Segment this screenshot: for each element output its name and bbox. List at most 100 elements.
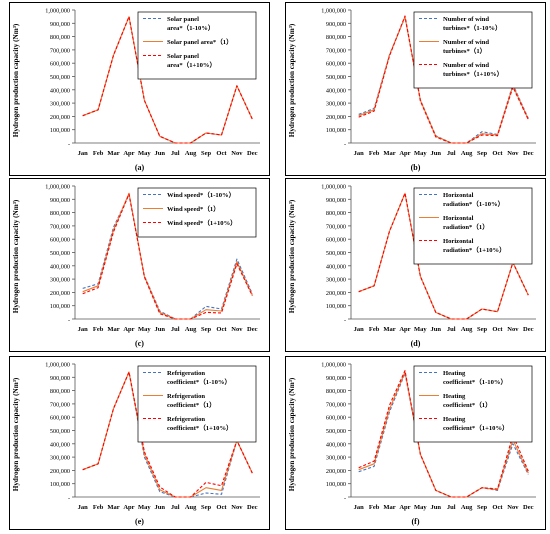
y-tick-label: 900,000: [326, 21, 346, 28]
x-tick-label: Feb: [369, 504, 380, 511]
legend: Refrigeration coefficient*（1-10%） Refriger…: [137, 365, 257, 443]
x-tick-label: Jun: [431, 504, 442, 511]
y-tick-label: 1,000,000: [321, 8, 346, 15]
legend: Wind speed*（1-10%） Wind speed*（1） Wind spe…: [137, 187, 257, 238]
x-tick-label: Jan: [78, 326, 89, 333]
y-tick-label: 100,000: [50, 303, 70, 310]
legend-label: Heating coefficient*（1）: [443, 393, 492, 409]
legend: Solar panel area*（1-10%） Solar panel area*…: [137, 11, 257, 80]
y-tick-label: 300,000: [326, 101, 346, 108]
x-tick-label: Jan: [354, 504, 365, 511]
x-tick-label: Dec: [523, 150, 534, 157]
legend-box: [413, 365, 533, 443]
y-tick-label: 700,000: [326, 401, 346, 408]
legend-box: [413, 187, 533, 265]
y-tick-label: 600,000: [326, 61, 346, 68]
panel-label: (d): [411, 339, 421, 348]
x-tick-label: Aug: [461, 150, 473, 157]
y-tick-label: 400,000: [50, 263, 70, 270]
x-tick-label: Mar: [107, 504, 119, 511]
y-tick-label: 500,000: [50, 250, 70, 257]
x-tick-label: Feb: [93, 326, 104, 333]
x-tick-label: Dec: [247, 150, 258, 157]
panel-b: - 100,000 200,000 300,000 400,000 500,000 600,…: [285, 2, 546, 176]
y-tick-label: 600,000: [326, 415, 346, 422]
y-tick-label: 200,000: [50, 468, 70, 475]
y-tick-label: 400,000: [326, 263, 346, 270]
y-tick-label: 900,000: [50, 375, 70, 382]
y-tick-label: 1,000,000: [45, 184, 70, 191]
x-tick-label: Jul: [171, 326, 180, 333]
x-tick-label: Dec: [523, 326, 534, 333]
x-tick-label: Nov: [507, 326, 519, 333]
legend-label: Horizontal radiation*（1）: [443, 215, 489, 231]
x-tick-label: Dec: [523, 504, 534, 511]
y-tick-label: -: [344, 317, 346, 324]
x-tick-label: May: [138, 326, 151, 333]
x-tick-label: Aug: [461, 504, 473, 511]
x-tick-label: Sep: [201, 326, 212, 333]
x-tick-label: Dec: [247, 504, 258, 511]
x-tick-label: Feb: [369, 326, 380, 333]
x-tick-label: Jul: [447, 504, 456, 511]
panel-d: - 100,000 200,000 300,000 400,000 500,000 600,…: [285, 178, 546, 352]
y-tick-label: 200,000: [50, 114, 70, 121]
y-tick-label: 200,000: [50, 290, 70, 297]
y-tick-label: 500,000: [50, 74, 70, 81]
x-tick-label: Feb: [93, 150, 104, 157]
x-tick-label: May: [414, 504, 427, 511]
y-axis-title: Hydrogen production capacity (Nm³): [288, 23, 296, 137]
legend: Horizontal radiation*（1-10%） Horizontal rad…: [413, 187, 533, 265]
x-tick-label: Nov: [507, 150, 519, 157]
panel-c: - 100,000 200,000 300,000 400,000 500,000 600,…: [9, 178, 270, 352]
panel-frame: [9, 356, 270, 530]
y-tick-label: 700,000: [50, 223, 70, 230]
panel-label: (c): [135, 339, 144, 348]
x-tick-label: Jan: [78, 150, 89, 157]
panel-frame: [285, 356, 546, 530]
y-tick-label: 700,000: [50, 401, 70, 408]
y-tick-label: 600,000: [50, 415, 70, 422]
y-tick-label: 800,000: [326, 210, 346, 217]
x-tick-label: Apr: [399, 326, 410, 333]
panel-label: (a): [135, 163, 145, 172]
y-tick-label: 100,000: [326, 303, 346, 310]
y-tick-label: 400,000: [50, 87, 70, 94]
legend-box: [137, 187, 257, 238]
x-tick-label: Apr: [123, 504, 134, 511]
panel-frame: [9, 2, 270, 176]
y-axis-title: Hydrogen production capacity (Nm³): [12, 23, 20, 137]
legend-label: Number of wind turbines*（1）: [443, 39, 489, 55]
panel-label: (f): [412, 517, 420, 526]
x-tick-label: Aug: [185, 504, 197, 511]
y-tick-label: 800,000: [50, 388, 70, 395]
x-tick-label: Feb: [369, 150, 380, 157]
x-tick-label: Oct: [216, 150, 227, 157]
y-tick-label: 100,000: [326, 481, 346, 488]
x-tick-label: Dec: [247, 326, 258, 333]
y-tick-label: -: [68, 495, 70, 502]
series-line-2: [358, 15, 529, 144]
y-tick-label: -: [344, 495, 346, 502]
y-tick-label: 300,000: [50, 455, 70, 462]
legend-box: [137, 11, 257, 80]
y-tick-label: 600,000: [50, 61, 70, 68]
legend-label: Heating coefficient*（1+10%）: [443, 416, 509, 432]
y-tick-label: 200,000: [326, 114, 346, 121]
y-tick-label: 600,000: [50, 237, 70, 244]
panel-label: (e): [135, 517, 144, 526]
y-tick-label: 400,000: [326, 441, 346, 448]
y-tick-label: 800,000: [50, 34, 70, 41]
x-tick-label: May: [138, 150, 151, 157]
x-tick-label: Oct: [216, 504, 227, 511]
panel-a: - 100,000 200,000 300,000 400,000 500,000 600,…: [9, 2, 270, 176]
x-tick-label: Oct: [492, 504, 503, 511]
panel-e: - 100,000 200,000 300,000 400,000 500,000 600,…: [9, 356, 270, 530]
x-tick-label: Apr: [123, 326, 134, 333]
x-tick-label: Sep: [477, 326, 488, 333]
x-tick-label: Jul: [447, 150, 456, 157]
x-tick-label: Jan: [354, 326, 365, 333]
y-axis-title: Hydrogen production capacity (Nm³): [12, 377, 20, 491]
x-tick-label: Nov: [231, 504, 243, 511]
legend-label: Refrigeration coefficient*（1+10%）: [167, 416, 233, 432]
